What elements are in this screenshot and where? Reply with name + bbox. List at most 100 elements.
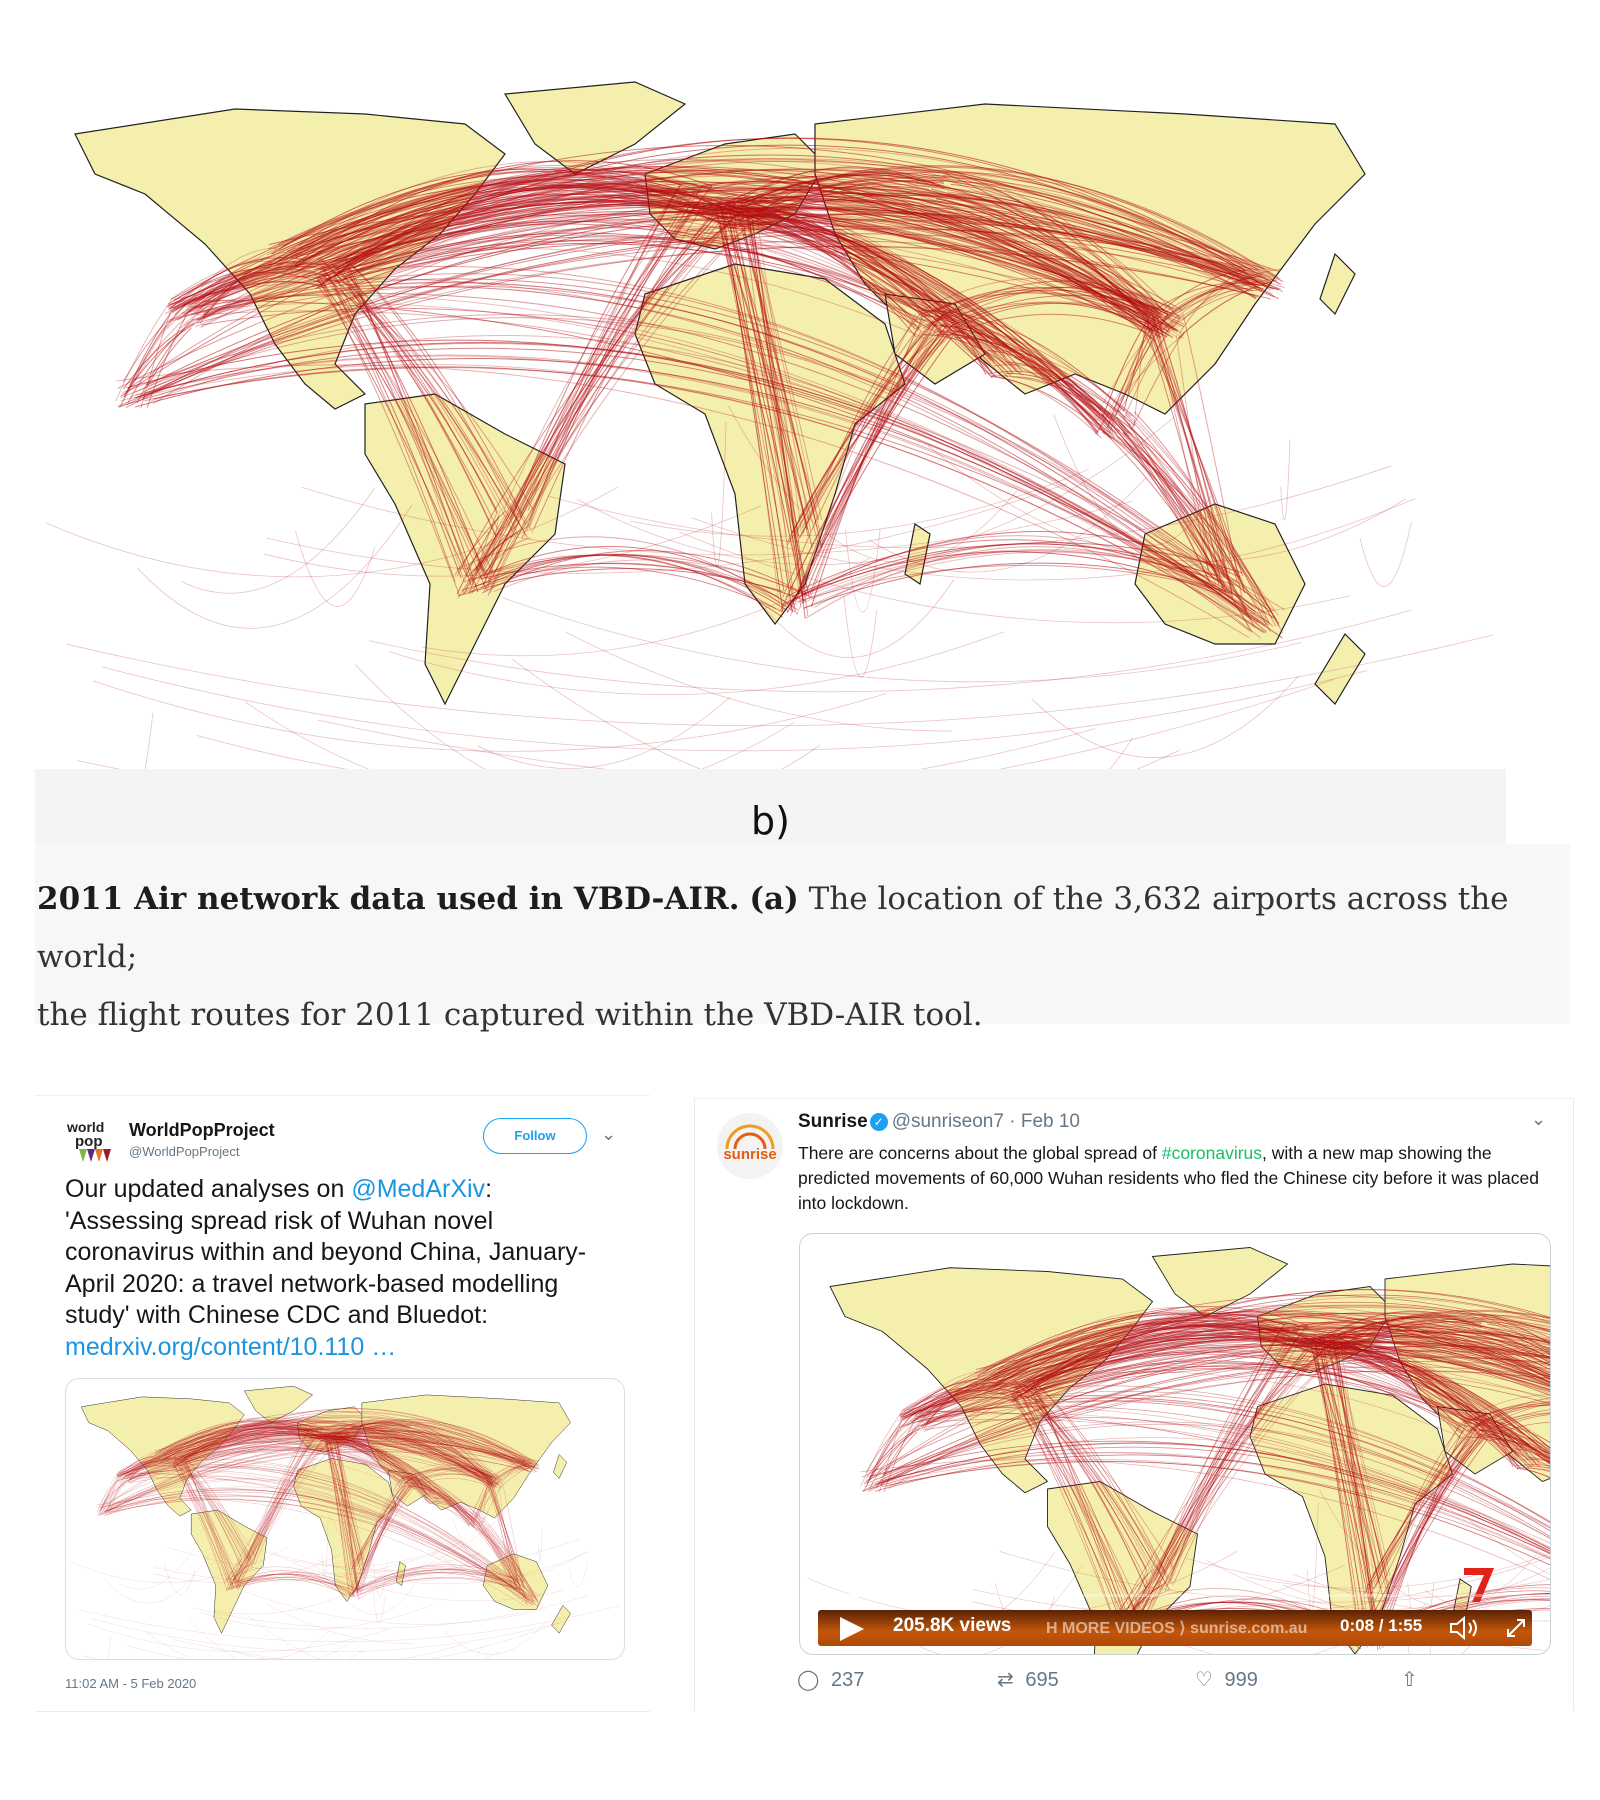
flight-route (408, 1485, 438, 1503)
flight-route (921, 1378, 985, 1429)
chevron-down-icon[interactable]: ⌄ (601, 1124, 617, 1144)
video-player[interactable]: H MORE VIDEOS ⟩ sunrise.com.au 205.8K vi… (799, 1233, 1551, 1655)
avatar[interactable]: world pop (65, 1118, 117, 1170)
display-name[interactable]: WorldPopProject (129, 1120, 275, 1140)
flight-route (349, 1485, 403, 1591)
flight-route (349, 1566, 518, 1596)
flight-route (124, 1469, 533, 1598)
tweet-date[interactable]: Feb 10 (1020, 1111, 1080, 1132)
share-button[interactable]: ⇧ (1401, 1667, 1418, 1692)
flight-route (128, 1457, 156, 1482)
user-handle[interactable]: @WorldPopProject (129, 1144, 240, 1159)
flight-route (321, 274, 498, 511)
flight-route (317, 719, 607, 769)
flight-route (178, 212, 1178, 329)
avatar[interactable]: sunrise (717, 1113, 783, 1179)
flight-route (973, 1314, 1286, 1386)
flight-route (1021, 1388, 1174, 1586)
tweet-timestamp[interactable]: 11:02 AM - 5 Feb 2020 (65, 1676, 197, 1691)
caption-text: 2011 Air network data used in VBD-AIR. (… (37, 870, 1567, 1044)
flight-route (168, 261, 302, 315)
flight-route (353, 227, 925, 315)
flight-route (233, 1557, 250, 1581)
flight-route (1170, 1345, 1284, 1581)
flight-route (701, 180, 1153, 340)
flight-route (486, 530, 504, 590)
flight-route (349, 1564, 523, 1595)
video-progress-bar[interactable] (818, 1594, 1532, 1597)
flight-route (1324, 1345, 1550, 1357)
flight-route (1152, 1328, 1296, 1584)
flight-route (173, 1441, 406, 1478)
flight-route (167, 273, 1256, 613)
flight-route (1015, 1391, 1144, 1628)
fullscreen-icon[interactable] (1502, 1614, 1530, 1642)
flight-route (693, 211, 1012, 352)
flight-route (337, 1440, 359, 1600)
panel-label: b) (751, 799, 790, 843)
flight-route (1474, 1423, 1550, 1460)
flight-route (153, 1421, 312, 1460)
flight-route (1287, 1326, 1528, 1463)
flight-route (136, 317, 194, 404)
flight-route (320, 1431, 497, 1484)
flight-route (868, 1440, 1550, 1552)
landmass-north-america (74, 108, 506, 410)
url-link[interactable]: medrxiv.org/content/10.110 … (65, 1332, 397, 1361)
flight-route (1302, 1327, 1550, 1372)
volume-icon[interactable] (1448, 1614, 1484, 1642)
play-icon[interactable] (840, 1617, 864, 1641)
retweet-button[interactable]: ⇄ 695 (997, 1667, 1059, 1692)
flight-route (312, 1428, 434, 1501)
flight-route (354, 1484, 408, 1598)
flight-route (808, 549, 1241, 596)
tweet-author[interactable]: Sunrise ✓ @sunriseon7 · Feb 10 (798, 1111, 1080, 1133)
reply-button[interactable]: ◯ 237 (797, 1667, 864, 1692)
flight-route (1472, 1317, 1550, 1339)
flight-route (1206, 1560, 1550, 1610)
hashtag-link[interactable]: #coronavirus (1161, 1143, 1263, 1163)
flight-route (1485, 1332, 1550, 1360)
tweet-worldpop[interactable]: world pop WorldPopProject @WorldPopProje… (35, 1095, 650, 1712)
flight-route (237, 1559, 254, 1591)
flight-route (464, 198, 755, 591)
flight-route (1536, 1461, 1550, 1468)
user-handle[interactable]: @sunriseon7 (891, 1111, 1004, 1132)
chevron-down-icon[interactable]: ⌄ (1531, 1109, 1547, 1129)
tweet-text-part1: Our updated analyses on (65, 1175, 352, 1203)
flight-route (123, 1465, 177, 1482)
flight-route (676, 176, 1169, 314)
flight-route (152, 1554, 342, 1583)
flight-route (922, 334, 1007, 365)
flight-route (175, 1446, 410, 1478)
follow-button[interactable]: Follow (483, 1118, 587, 1154)
flight-route (296, 193, 737, 272)
tweet-sunrise[interactable]: sunrise Sunrise ✓ @sunriseon7 · Feb 10 ⌄ T… (694, 1098, 1574, 1711)
tweet-author[interactable]: WorldPopProject @WorldPopProject (129, 1120, 275, 1159)
flight-route (538, 1528, 543, 1561)
flight-route (1005, 350, 1134, 417)
flight-route (402, 1476, 480, 1517)
flight-route (796, 330, 937, 616)
flight-route (885, 1443, 1550, 1549)
flight-route (899, 1381, 1000, 1422)
flight-route (911, 1383, 986, 1424)
mention-link[interactable]: @MedArXiv (351, 1175, 486, 1203)
flight-route (122, 1457, 160, 1480)
flight-route (234, 1566, 254, 1584)
flight-route (911, 1327, 1550, 1423)
flight-route (1313, 1355, 1371, 1645)
flight-route (1465, 1418, 1550, 1443)
flight-route (489, 1483, 523, 1585)
like-button[interactable]: ♡ 999 (1195, 1667, 1258, 1692)
flight-route (153, 1426, 332, 1456)
flight-route (360, 1479, 403, 1595)
display-name[interactable]: Sunrise (798, 1111, 868, 1132)
tweet-image[interactable] (65, 1378, 625, 1660)
flight-route (227, 1578, 350, 1597)
flight-route (457, 538, 509, 600)
flight-route (997, 1310, 1550, 1371)
flight-route (1381, 1424, 1466, 1642)
flight-route (354, 182, 1264, 293)
flight-route (353, 1479, 409, 1566)
